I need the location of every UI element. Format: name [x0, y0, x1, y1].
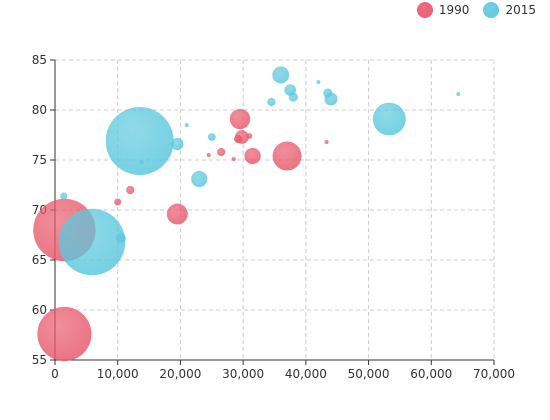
legend-swatch-2015	[483, 2, 500, 18]
bubble-2015[interactable]	[105, 107, 174, 175]
bubble-1990[interactable]	[246, 133, 253, 139]
legend-swatch-1990	[416, 2, 433, 18]
x-tick-label: 20,000	[159, 367, 201, 381]
bubble-1990[interactable]	[231, 157, 236, 161]
bubble-2015[interactable]	[60, 192, 68, 200]
bubble-2015[interactable]	[191, 170, 208, 188]
bubble-2015[interactable]	[58, 208, 126, 276]
bubble-1990[interactable]	[206, 153, 211, 157]
x-tick-label: 30,000	[222, 367, 264, 381]
legend-item-2015[interactable]: 2015	[483, 2, 536, 18]
x-tick-label: 60,000	[410, 367, 452, 381]
bubble-2015[interactable]	[171, 137, 184, 151]
legend-label-2015: 2015	[505, 3, 536, 17]
bubble-1990[interactable]	[324, 140, 329, 144]
bubble-1990[interactable]	[244, 147, 261, 165]
x-tick-label: 70,000	[473, 367, 515, 381]
y-tick-label: 80	[32, 103, 47, 117]
bubbles	[33, 66, 461, 362]
bubble-2015[interactable]	[372, 102, 406, 136]
y-tick-label: 65	[32, 253, 47, 267]
y-tick-label: 85	[32, 53, 47, 67]
bubble-1990[interactable]	[217, 147, 226, 157]
bubble-2015[interactable]	[207, 133, 216, 141]
bubble-2015[interactable]	[288, 92, 298, 102]
bubble-2015[interactable]	[184, 123, 189, 127]
bubble-1990[interactable]	[126, 185, 135, 195]
bubble-2015[interactable]	[324, 92, 338, 106]
bubble-1990[interactable]	[272, 141, 302, 171]
chart-legend: 1990 2015	[416, 2, 536, 18]
x-tick-label: 10,000	[97, 367, 139, 381]
bubble-2015[interactable]	[115, 232, 126, 244]
bubble-1990[interactable]	[234, 134, 243, 144]
grid-lines	[55, 59, 495, 360]
bubble-2015[interactable]	[316, 80, 321, 84]
bubble-1990[interactable]	[114, 198, 122, 206]
bubble-2015[interactable]	[139, 160, 144, 164]
y-tick-label: 60	[32, 303, 47, 317]
x-tick-label: 40,000	[285, 367, 327, 381]
y-tick-label: 55	[32, 353, 47, 367]
bubble-2015[interactable]	[456, 92, 461, 96]
legend-item-1990[interactable]: 1990	[416, 2, 470, 18]
legend-label-1990: 1990	[438, 3, 470, 17]
bubble-2015[interactable]	[267, 97, 276, 107]
bubble-1990[interactable]	[166, 203, 188, 225]
bubble-1990[interactable]	[37, 306, 92, 362]
x-tick-label: 50,000	[348, 367, 390, 381]
bubble-1990[interactable]	[229, 108, 251, 130]
y-tick-label: 75	[32, 153, 47, 167]
x-tick-label: 0	[51, 367, 59, 381]
bubble-2015[interactable]	[272, 66, 290, 84]
